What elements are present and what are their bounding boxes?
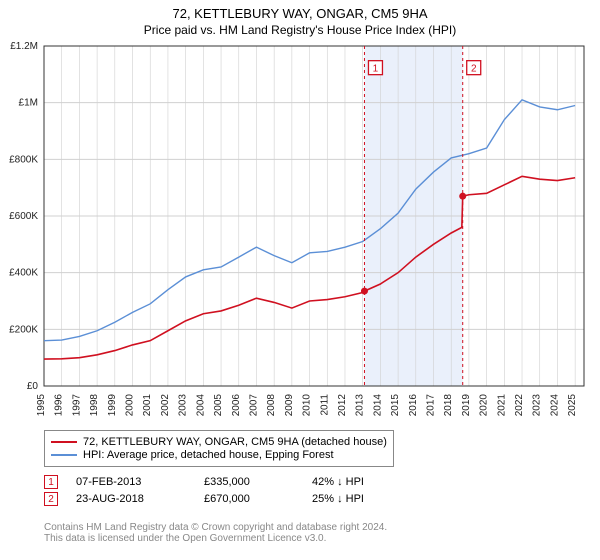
svg-text:2001: 2001 [142,394,153,417]
svg-text:2016: 2016 [408,394,419,417]
footer: Contains HM Land Registry data © Crown c… [44,522,387,544]
svg-text:£400K: £400K [9,268,38,279]
legend: 72, KETTLEBURY WAY, ONGAR, CM5 9HA (deta… [44,430,394,467]
svg-text:1996: 1996 [54,394,65,417]
svg-text:2019: 2019 [461,394,472,417]
svg-text:1999: 1999 [107,394,118,417]
svg-text:2007: 2007 [248,394,259,417]
legend-label: 72, KETTLEBURY WAY, ONGAR, CM5 9HA (deta… [83,436,387,448]
legend-item: HPI: Average price, detached house, Eppi… [51,449,387,461]
svg-text:2008: 2008 [266,394,277,417]
svg-text:1: 1 [373,64,379,75]
svg-text:2002: 2002 [160,394,171,417]
legend-label: HPI: Average price, detached house, Eppi… [83,449,334,461]
svg-text:2009: 2009 [284,394,295,417]
svg-text:2005: 2005 [213,394,224,417]
transaction-row: 2 23-AUG-2018 £670,000 25% ↓ HPI [44,492,364,506]
svg-text:2004: 2004 [195,394,206,417]
svg-text:£0: £0 [27,381,39,392]
svg-text:2023: 2023 [532,394,543,417]
svg-text:2000: 2000 [125,394,136,417]
chart-container: 72, KETTLEBURY WAY, ONGAR, CM5 9HA Price… [0,0,600,560]
svg-text:1995: 1995 [36,394,47,417]
svg-text:2017: 2017 [426,394,437,417]
svg-text:2010: 2010 [302,394,313,417]
svg-text:1997: 1997 [71,394,82,417]
svg-text:2015: 2015 [390,394,401,417]
svg-text:2021: 2021 [496,394,507,417]
transaction-price: £335,000 [204,476,294,488]
svg-text:2011: 2011 [319,394,330,416]
transaction-diff: 25% ↓ HPI [312,493,364,505]
svg-text:£200K: £200K [9,324,38,335]
transaction-date: 07-FEB-2013 [76,476,186,488]
svg-text:2012: 2012 [337,394,348,417]
svg-text:£600K: £600K [9,211,38,222]
svg-text:2013: 2013 [355,394,366,417]
transaction-table: 1 07-FEB-2013 £335,000 42% ↓ HPI 2 23-AUG-201… [44,472,364,509]
svg-text:£800K: £800K [9,154,38,165]
transaction-diff: 42% ↓ HPI [312,476,364,488]
transaction-marker: 2 [44,492,58,506]
legend-item: 72, KETTLEBURY WAY, ONGAR, CM5 9HA (deta… [51,436,387,448]
svg-text:2018: 2018 [443,394,454,417]
transaction-marker: 1 [44,475,58,489]
svg-text:2003: 2003 [178,394,189,417]
transaction-row: 1 07-FEB-2013 £335,000 42% ↓ HPI [44,475,364,489]
svg-text:£1.2M: £1.2M [10,41,38,52]
legend-swatch [51,454,77,456]
svg-text:£1M: £1M [19,98,38,109]
svg-text:1998: 1998 [89,394,100,417]
svg-text:2006: 2006 [231,394,242,417]
legend-swatch [51,441,77,443]
svg-text:2014: 2014 [372,394,383,417]
footer-line1: Contains HM Land Registry data © Crown c… [44,522,387,533]
footer-line2: This data is licensed under the Open Gov… [44,533,387,544]
transaction-date: 23-AUG-2018 [76,493,186,505]
transaction-price: £670,000 [204,493,294,505]
svg-text:2024: 2024 [549,394,560,417]
svg-text:2020: 2020 [479,394,490,417]
svg-text:2: 2 [471,64,477,75]
svg-text:2022: 2022 [514,394,525,417]
svg-text:2025: 2025 [567,394,578,417]
chart-plot: £0 £200K £400K £600K £800K £1M £1.2M 1995 1996 19… [0,0,600,430]
